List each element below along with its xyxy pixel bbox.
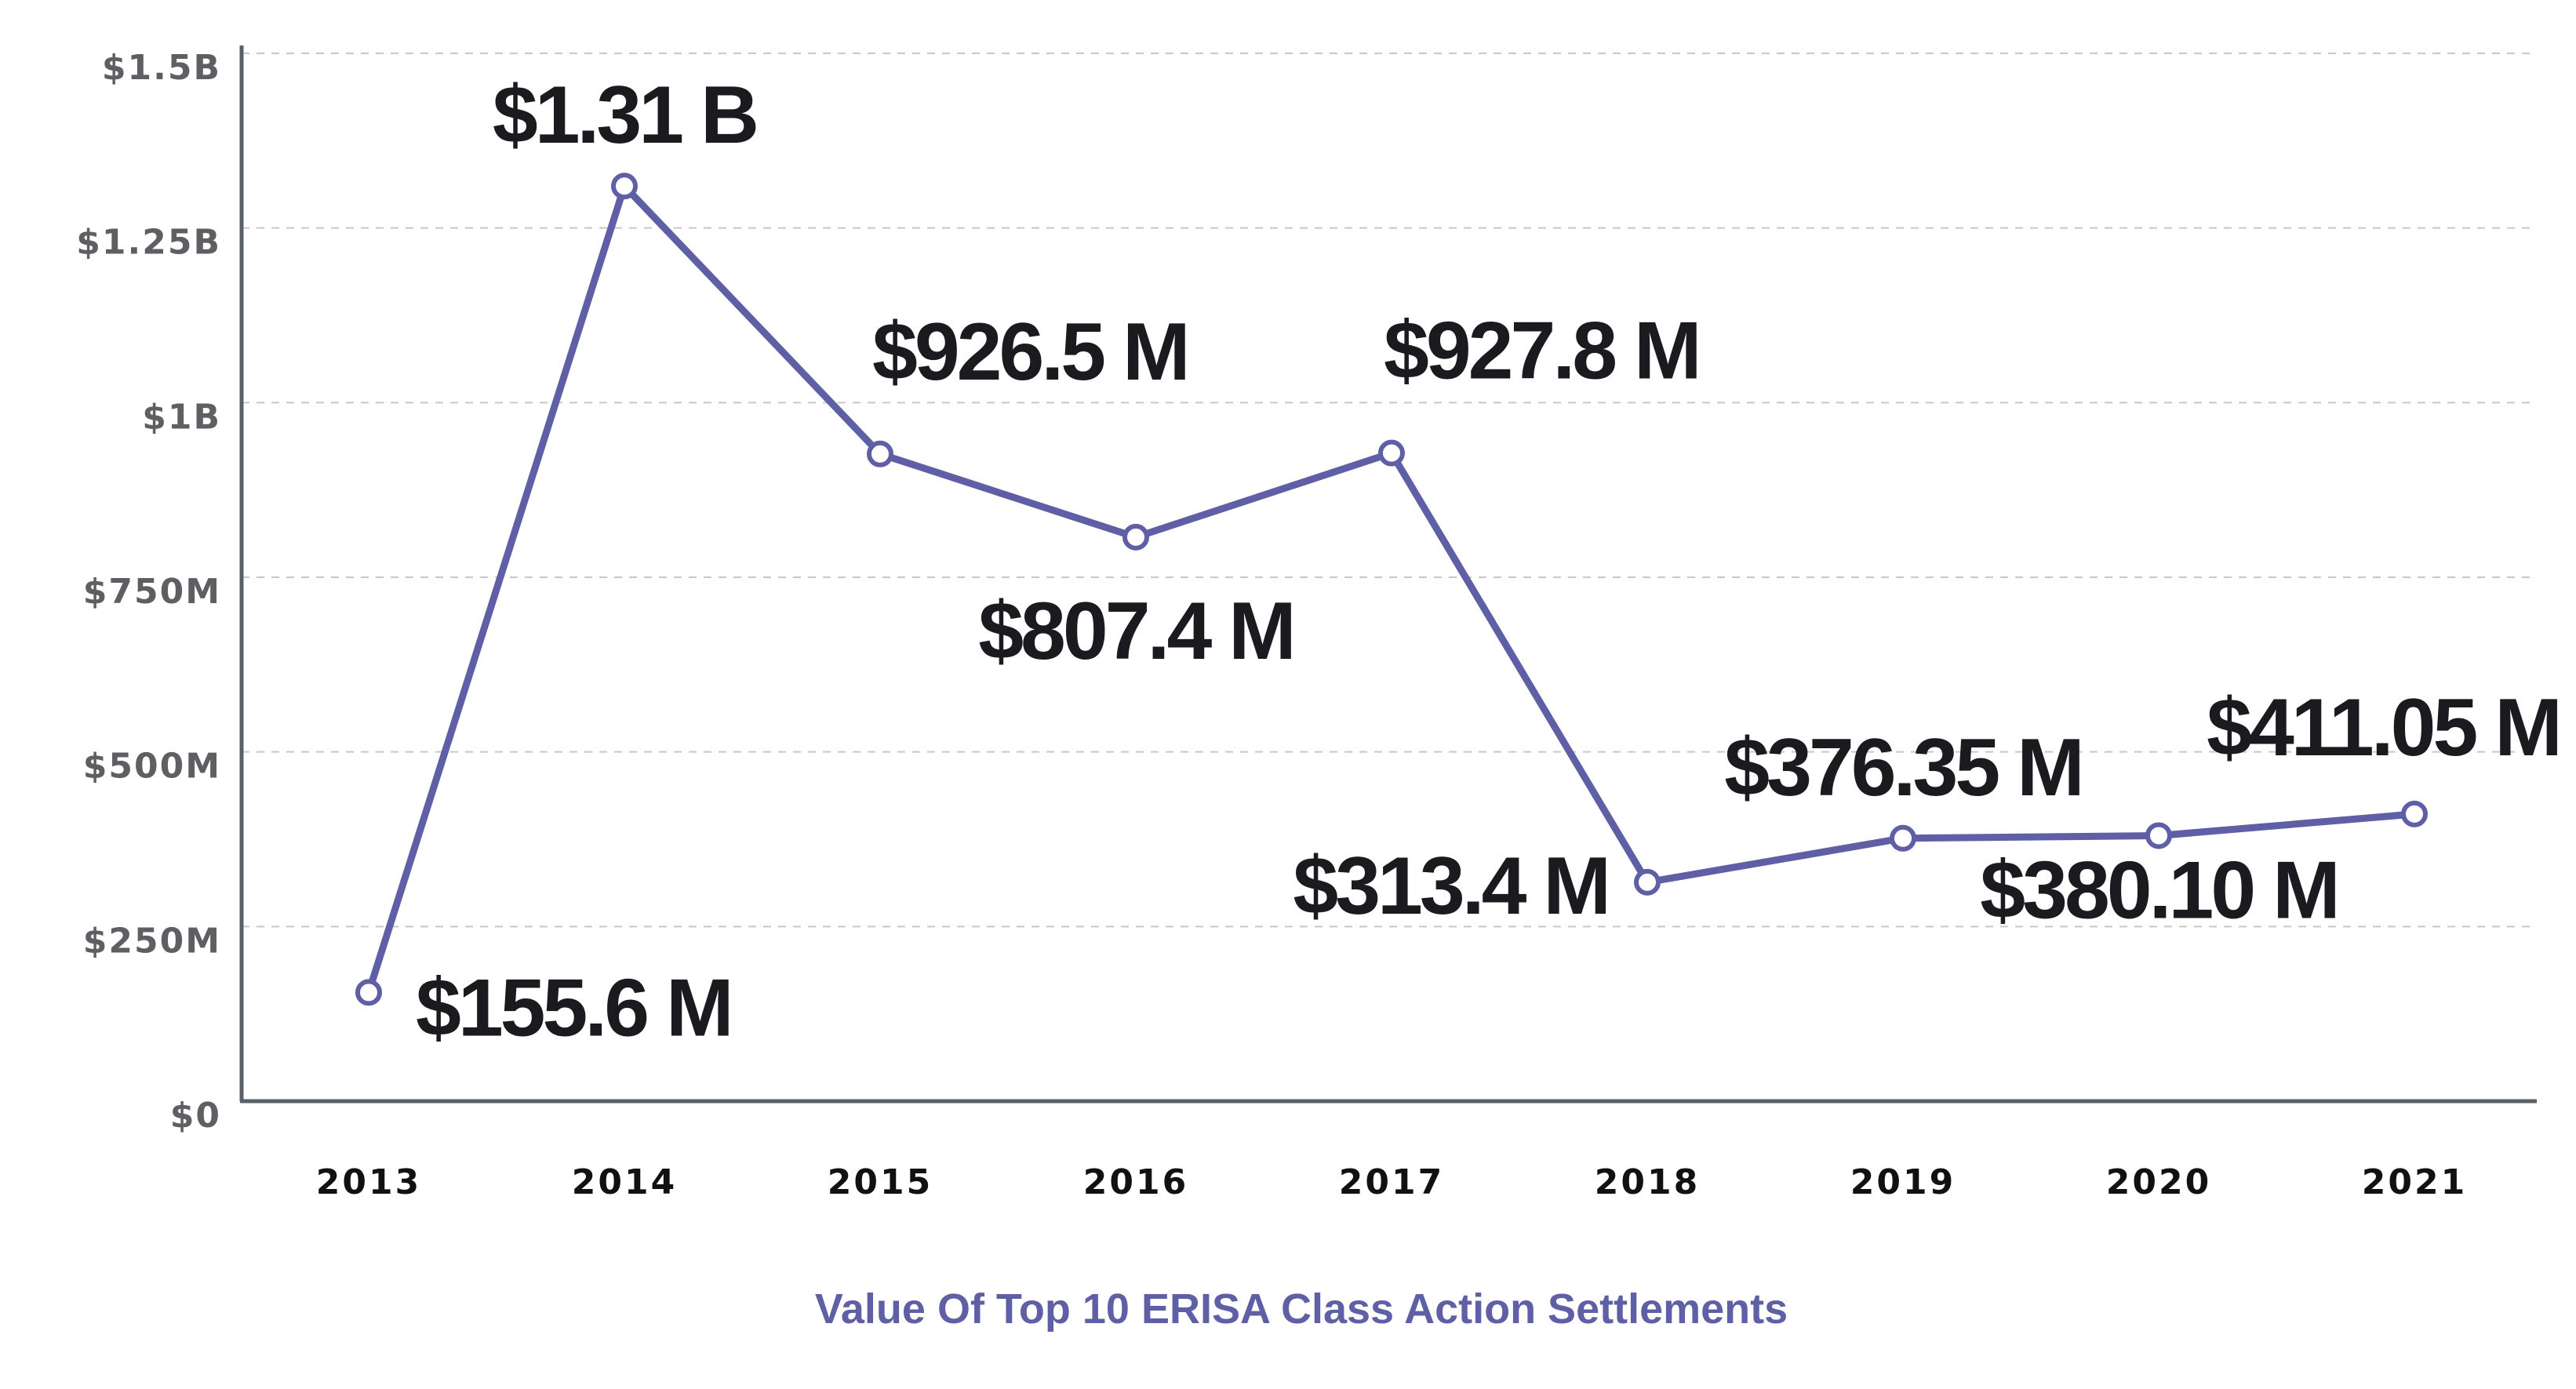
chart-title: Value Of Top 10 ERISA Class Action Settl… xyxy=(815,1285,1788,1333)
data-point xyxy=(611,173,638,200)
data-label: $807.4 M xyxy=(978,586,1293,677)
data-point xyxy=(1122,523,1149,551)
x-tick-label: 2020 xyxy=(2106,1162,2211,1202)
x-tick-label: 2014 xyxy=(572,1162,677,1202)
x-axis-ticks: 2013 2014 2015 2016 2017 2018 2019 2020 2021 xyxy=(316,1162,2467,1202)
data-markers xyxy=(355,173,2428,1006)
gridlines xyxy=(242,53,2537,928)
y-tick-label: $250M xyxy=(83,921,221,961)
y-tick-label: $750M xyxy=(83,572,221,612)
data-label: $411.05 M xyxy=(2207,682,2560,773)
y-tick-label: $0 xyxy=(170,1096,221,1136)
y-tick-label: $500M xyxy=(83,747,221,787)
data-point xyxy=(2145,822,2172,849)
data-label: $376.35 M xyxy=(1724,722,2081,813)
data-label: $313.4 M xyxy=(1293,841,1608,932)
data-label: $380.10 M xyxy=(1980,845,2337,936)
data-label: $927.8 M xyxy=(1384,306,1699,397)
y-tick-label: $1.25B xyxy=(76,223,221,263)
x-tick-label: 2015 xyxy=(828,1162,933,1202)
x-tick-label: 2017 xyxy=(1339,1162,1444,1202)
data-label: $926.5 M xyxy=(872,307,1188,398)
data-point xyxy=(1634,868,1661,896)
data-labels: $155.6 M $1.31 B $926.5 M $807.4 M $927.8 M $… xyxy=(416,70,2563,1053)
data-point xyxy=(1378,439,1405,467)
data-label: $155.6 M xyxy=(416,962,731,1053)
x-tick-label: 2013 xyxy=(316,1162,421,1202)
data-point xyxy=(355,979,382,1006)
x-tick-label: 2016 xyxy=(1083,1162,1188,1202)
data-point xyxy=(2401,800,2428,827)
x-tick-label: 2021 xyxy=(2362,1162,2467,1202)
x-tick-label: 2018 xyxy=(1595,1162,1700,1202)
data-label: $1.31 B xyxy=(493,70,756,161)
y-tick-label: $1B xyxy=(142,397,221,437)
data-point xyxy=(1890,824,1916,852)
x-tick-label: 2019 xyxy=(1850,1162,1956,1202)
y-axis-ticks: $0 $250M $500M $750M $1B $1.25B $1.5B xyxy=(76,48,221,1136)
y-tick-label: $1.5B xyxy=(102,48,221,88)
data-point xyxy=(867,440,893,467)
